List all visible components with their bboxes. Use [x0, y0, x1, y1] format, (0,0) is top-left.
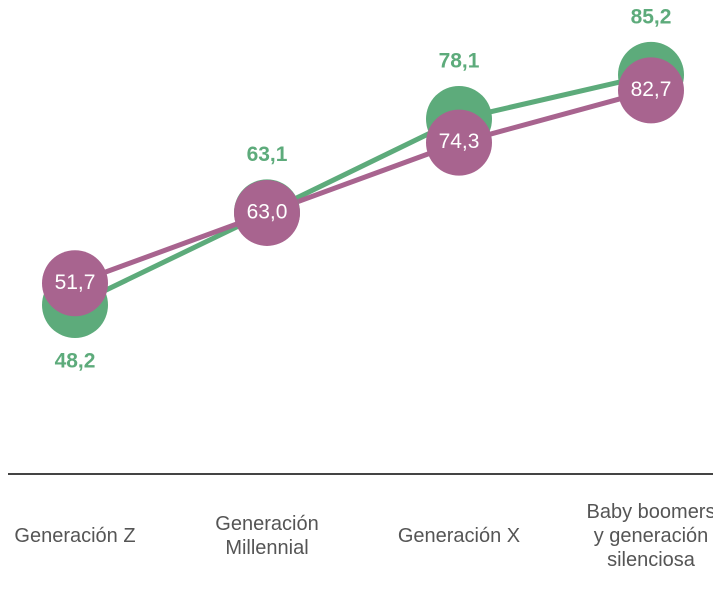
point — [234, 179, 300, 246]
value-label: 78,1 — [439, 50, 480, 73]
value-label: 63,1 — [247, 143, 288, 166]
value-label: 51,7 — [55, 271, 96, 294]
x-tick-label: Generación Z — [14, 525, 136, 547]
value-label: 82,7 — [631, 78, 672, 101]
value-label: 63,0 — [247, 200, 288, 223]
point — [618, 57, 684, 124]
series-line — [73, 72, 652, 308]
series-line — [74, 87, 652, 286]
x-tick-label: Generación X — [397, 525, 521, 547]
value-label: 74,3 — [439, 130, 480, 153]
value-label: 85,2 — [631, 5, 672, 28]
x-tick-label: Generación Millennial — [215, 513, 319, 559]
x-tick-label: Baby boomers y generación silenciosa — [586, 501, 713, 571]
point — [426, 109, 492, 176]
value-label: 48,2 — [55, 350, 96, 373]
point — [42, 250, 108, 317]
